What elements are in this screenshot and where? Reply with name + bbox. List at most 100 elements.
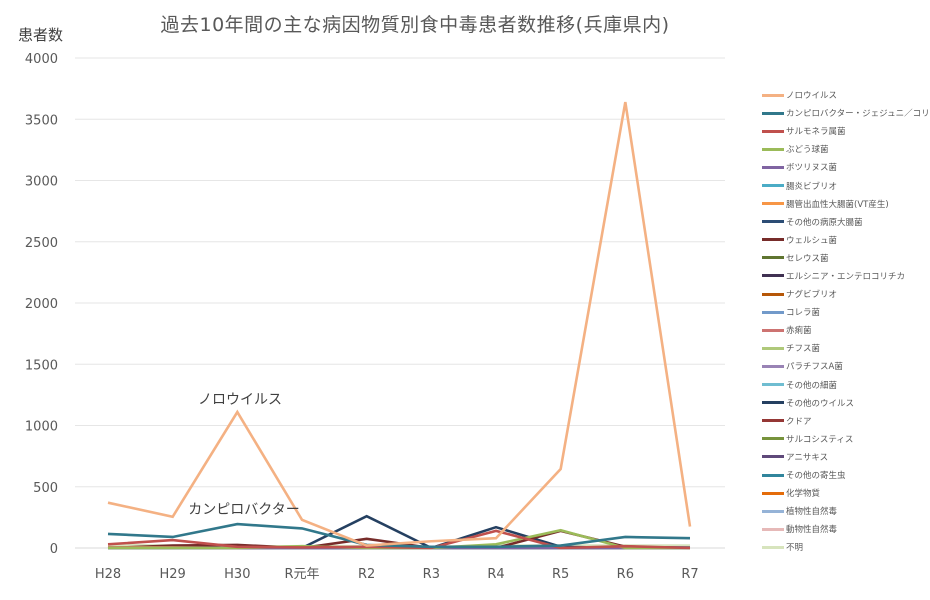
legend-swatch [762,274,784,278]
legend-swatch [762,437,784,441]
legend-swatch [762,473,784,477]
legend-label: 赤痢菌 [786,326,812,337]
legend-item: 腸管出血性大腸菌(VT産生) [762,195,930,213]
legend-item: クドア [762,412,930,430]
legend-item: 赤痢菌 [762,321,930,339]
x-tick-label: R3 [423,567,440,582]
series-line [107,529,691,550]
legend-label: アニサキス [786,452,829,463]
x-tick-label: H29 [160,567,186,582]
legend-swatch [762,455,784,459]
x-tick-label: R4 [487,567,504,582]
legend-swatch [762,328,784,332]
y-axis-label: 患者数 [18,26,64,44]
y-tick-label: 500 [33,481,58,496]
y-tick-label: 3500 [25,113,58,128]
y-tick-label: 2000 [25,297,58,312]
legend-label: ぶどう球菌 [786,145,829,156]
legend-label: チフス菌 [786,344,821,355]
y-tick-label: 1000 [25,420,58,435]
legend-swatch [762,419,784,423]
legend-swatch [762,545,784,549]
legend-item: パラチフスA菌 [762,357,930,375]
legend-item: チフス菌 [762,339,930,357]
legend-label: コレラ菌 [786,308,821,319]
y-tick-label: 0 [50,542,58,557]
legend-item: セレウス菌 [762,249,930,267]
legend-item: 不明 [762,538,930,556]
legend-item: ウェルシュ菌 [762,231,930,249]
legend-swatch [762,383,784,387]
series-line [107,101,692,547]
x-tick-label: R6 [617,567,634,582]
legend-label: クドア [786,416,812,427]
legend-label: 腸炎ビブリオ [786,181,838,192]
legend-label: 動物性自然毒 [786,525,838,536]
legend-swatch [762,364,784,368]
chart-annotation: ノロウイルス [198,392,282,408]
legend-item: カンピロバクター・ジェジュニ／コリ [762,104,930,122]
legend-item: 化学物質 [762,484,930,502]
y-tick-label: 1500 [25,358,58,373]
legend-label: カンピロバクター・ジェジュニ／コリ [786,109,930,120]
legend-label: 不明 [786,543,804,554]
legend-label: サルコシスティス [786,434,854,445]
x-tick-label: H30 [224,567,250,582]
legend-label: その他の病原大腸菌 [786,217,863,228]
series-line [107,522,691,549]
chart-title: 過去10年間の主な病因物質別食中毒患者数推移(兵庫県内) [0,10,930,37]
legend-item: ボツリヌス菌 [762,158,930,176]
legend-item: サルコシスティス [762,430,930,448]
legend-item: その他の細菌 [762,376,930,394]
legend-label: ナグビブリオ [786,290,838,301]
legend-item: アニサキス [762,448,930,466]
x-tick-label: R7 [681,567,698,582]
legend-label: ウェルシュ菌 [786,235,838,246]
legend-label: 化学物質 [786,489,821,500]
legend-item: ぶどう球菌 [762,140,930,158]
legend-label: その他のウイルス [786,398,855,409]
legend-item: 植物性自然毒 [762,502,930,520]
legend-swatch [762,491,784,495]
chart-legend: ノロウイルスカンピロバクター・ジェジュニ／コリ サルモネラ属菌 ぶどう球菌ボツリヌス… [762,86,930,556]
legend-label: サルモネラ属菌 [786,127,846,138]
chart-title-text: 過去10年間の主な病因物質別食中毒患者数推移(兵庫県内) [160,14,670,36]
legend-swatch [762,111,784,115]
legend-item: 動物性自然毒 [762,520,930,538]
legend-label: 植物性自然毒 [786,507,838,518]
legend-item: サルモネラ属菌 [762,122,930,140]
legend-label: パラチフスA菌 [786,362,843,373]
legend-item: その他のウイルス [762,394,930,412]
x-tick-label: H28 [95,567,121,582]
legend-item: その他の病原大腸菌 [762,213,930,231]
legend-label: ノロウイルス [786,91,838,102]
legend-swatch [762,202,784,206]
y-tick-label: 3000 [25,175,58,190]
legend-label: その他の寄生虫 [786,471,846,482]
legend-swatch [762,509,784,513]
legend-swatch [762,220,784,224]
legend-item: ノロウイルス [762,86,930,104]
legend-label: ボツリヌス菌 [786,163,838,174]
y-tick-label: 2500 [25,236,58,251]
y-tick-label: 4000 [25,52,58,67]
legend-label: その他の細菌 [786,380,838,391]
legend-swatch [762,147,784,151]
x-tick-label: R2 [358,567,375,582]
legend-swatch [762,527,784,531]
legend-swatch [762,292,784,296]
chart-annotation: カンピロバクター [188,502,299,518]
legend-swatch [762,401,784,405]
legend-item: 腸炎ビブリオ [762,176,930,194]
legend-swatch [762,165,784,169]
legend-item: エルシニア・エンテロコリチカ [762,267,930,285]
x-tick-label: R5 [552,567,569,582]
legend-item: その他の寄生虫 [762,466,930,484]
legend-swatch [762,310,784,314]
x-tick-label: R元年 [284,567,319,582]
legend-swatch [762,256,784,260]
legend-label: 腸管出血性大腸菌(VT産生) [786,199,889,210]
legend-swatch [762,93,784,97]
legend-item: コレラ菌 [762,303,930,321]
